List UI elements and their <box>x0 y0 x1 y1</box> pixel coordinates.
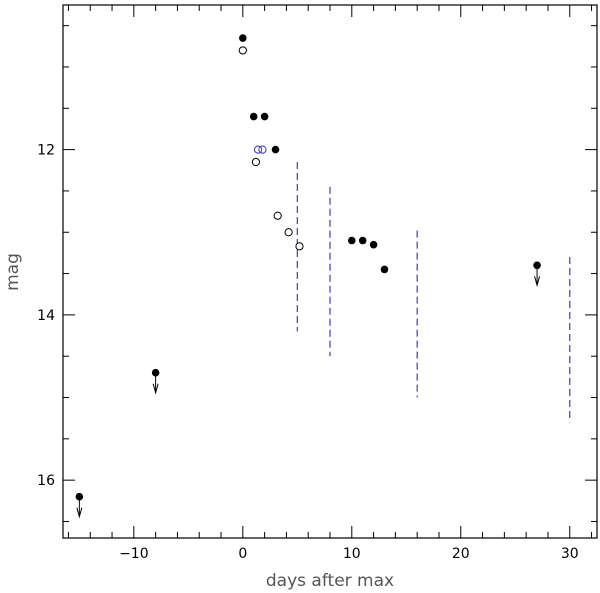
open-point <box>284 228 293 237</box>
x-tick-label: 10 <box>343 546 361 562</box>
filled-point <box>249 112 258 121</box>
data-points <box>75 34 541 519</box>
axis-ticks <box>63 5 597 538</box>
filled-point <box>260 112 269 121</box>
open-point <box>238 46 247 55</box>
y-tick-label: 12 <box>37 143 55 159</box>
x-tick-label: 20 <box>452 546 470 562</box>
upper-limit-arrow-head <box>534 276 541 288</box>
upper-limit-arrow-head <box>76 507 83 519</box>
dashed-lines <box>296 162 571 423</box>
filled-point <box>380 265 389 274</box>
y-axis-label: mag <box>3 253 23 291</box>
open-blue-point <box>258 145 267 154</box>
open-point <box>251 157 260 167</box>
filled-point <box>271 145 280 154</box>
plot-frame <box>62 4 598 539</box>
open-point <box>295 242 304 251</box>
upper-limit-point <box>151 368 160 377</box>
y-tick-label: 16 <box>37 473 55 489</box>
upper-limit-point <box>533 261 541 270</box>
tick-labels: −10 0 10 20 30 12 14 16 <box>37 143 578 562</box>
x-tick-label: 0 <box>238 546 247 562</box>
filled-point <box>347 236 356 245</box>
y-tick-label: 14 <box>37 308 55 324</box>
filled-point <box>369 240 378 249</box>
upper-limit-arrow-head <box>152 383 159 395</box>
open-blue-point <box>253 145 263 154</box>
open-point <box>273 211 282 220</box>
filled-point <box>239 34 247 42</box>
upper-limit-point <box>75 492 84 501</box>
x-tick-label: −10 <box>119 546 149 562</box>
x-axis-label: days after max <box>266 571 394 591</box>
x-tick-label: 30 <box>561 546 579 562</box>
filled-point <box>358 236 367 245</box>
